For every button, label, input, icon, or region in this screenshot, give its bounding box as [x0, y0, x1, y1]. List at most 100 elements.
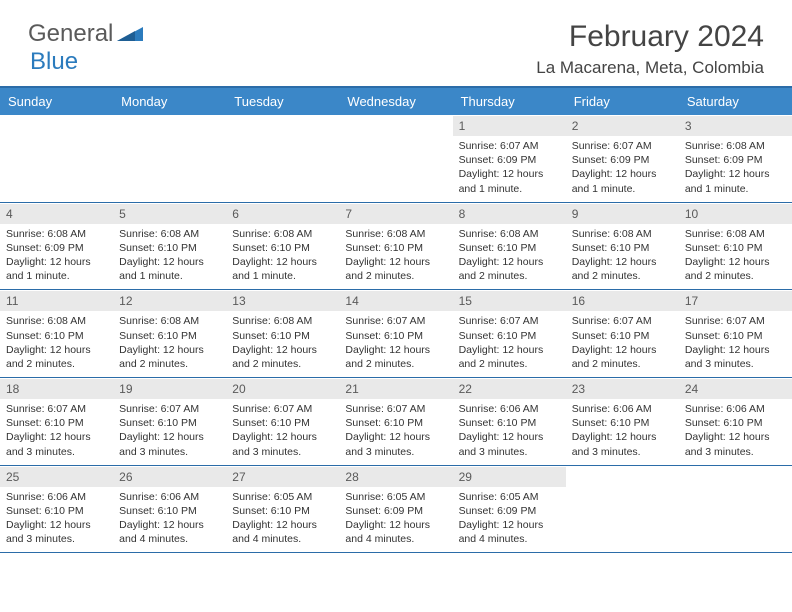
day-cell: 8Sunrise: 6:08 AMSunset: 6:10 PMDaylight…	[453, 202, 566, 290]
sunrise-text: Sunrise: 6:07 AM	[232, 402, 333, 416]
sunrise-text: Sunrise: 6:08 AM	[119, 227, 220, 241]
day-number: 12	[113, 290, 226, 311]
day-number	[566, 466, 679, 473]
day-cell: 25Sunrise: 6:06 AMSunset: 6:10 PMDayligh…	[0, 465, 113, 553]
day-cell: 23Sunrise: 6:06 AMSunset: 6:10 PMDayligh…	[566, 378, 679, 466]
location-text: La Macarena, Meta, Colombia	[536, 58, 764, 78]
day-number: 10	[679, 203, 792, 224]
sunset-text: Sunset: 6:10 PM	[685, 416, 786, 430]
day-number: 19	[113, 378, 226, 399]
sunrise-text: Sunrise: 6:07 AM	[6, 402, 107, 416]
day-number: 27	[226, 466, 339, 487]
day-cell	[226, 115, 339, 202]
sunrise-text: Sunrise: 6:08 AM	[6, 227, 107, 241]
day-cell: 7Sunrise: 6:08 AMSunset: 6:10 PMDaylight…	[339, 202, 452, 290]
day-cell: 12Sunrise: 6:08 AMSunset: 6:10 PMDayligh…	[113, 290, 226, 378]
daylight-text: Daylight: 12 hours and 3 minutes.	[685, 343, 786, 371]
sunset-text: Sunset: 6:10 PM	[345, 416, 446, 430]
day-header: Friday	[566, 87, 679, 115]
day-header: Saturday	[679, 87, 792, 115]
day-body	[113, 122, 226, 180]
daylight-text: Daylight: 12 hours and 2 minutes.	[345, 255, 446, 283]
day-number: 18	[0, 378, 113, 399]
day-cell: 3Sunrise: 6:08 AMSunset: 6:09 PMDaylight…	[679, 115, 792, 202]
day-number: 26	[113, 466, 226, 487]
sunrise-text: Sunrise: 6:07 AM	[345, 314, 446, 328]
day-cell: 27Sunrise: 6:05 AMSunset: 6:10 PMDayligh…	[226, 465, 339, 553]
day-body: Sunrise: 6:08 AMSunset: 6:09 PMDaylight:…	[0, 224, 113, 290]
sunset-text: Sunset: 6:09 PM	[345, 504, 446, 518]
daylight-text: Daylight: 12 hours and 3 minutes.	[232, 430, 333, 458]
daylight-text: Daylight: 12 hours and 1 minute.	[119, 255, 220, 283]
day-header: Wednesday	[339, 87, 452, 115]
sunset-text: Sunset: 6:10 PM	[232, 329, 333, 343]
calendar-table: Sunday Monday Tuesday Wednesday Thursday…	[0, 86, 792, 553]
day-body: Sunrise: 6:06 AMSunset: 6:10 PMDaylight:…	[0, 487, 113, 553]
sunset-text: Sunset: 6:09 PM	[685, 153, 786, 167]
day-body: Sunrise: 6:05 AMSunset: 6:10 PMDaylight:…	[226, 487, 339, 553]
day-cell: 5Sunrise: 6:08 AMSunset: 6:10 PMDaylight…	[113, 202, 226, 290]
daylight-text: Daylight: 12 hours and 3 minutes.	[572, 430, 673, 458]
day-cell: 4Sunrise: 6:08 AMSunset: 6:09 PMDaylight…	[0, 202, 113, 290]
day-number: 6	[226, 203, 339, 224]
sunrise-text: Sunrise: 6:08 AM	[232, 227, 333, 241]
day-body: Sunrise: 6:08 AMSunset: 6:10 PMDaylight:…	[113, 311, 226, 377]
sunset-text: Sunset: 6:10 PM	[119, 241, 220, 255]
sunset-text: Sunset: 6:10 PM	[459, 329, 560, 343]
sunset-text: Sunset: 6:10 PM	[119, 416, 220, 430]
day-number: 13	[226, 290, 339, 311]
header: General February 2024 La Macarena, Meta,…	[0, 0, 792, 86]
sunset-text: Sunset: 6:10 PM	[232, 504, 333, 518]
sunrise-text: Sunrise: 6:08 AM	[6, 314, 107, 328]
sunrise-text: Sunrise: 6:06 AM	[459, 402, 560, 416]
daylight-text: Daylight: 12 hours and 3 minutes.	[6, 430, 107, 458]
sunset-text: Sunset: 6:10 PM	[459, 241, 560, 255]
day-number	[113, 115, 226, 122]
day-number	[226, 115, 339, 122]
sunrise-text: Sunrise: 6:06 AM	[6, 490, 107, 504]
day-body: Sunrise: 6:07 AMSunset: 6:10 PMDaylight:…	[679, 311, 792, 377]
day-cell: 2Sunrise: 6:07 AMSunset: 6:09 PMDaylight…	[566, 115, 679, 202]
sunrise-text: Sunrise: 6:08 AM	[345, 227, 446, 241]
day-number: 7	[339, 203, 452, 224]
sunset-text: Sunset: 6:10 PM	[6, 329, 107, 343]
daylight-text: Daylight: 12 hours and 3 minutes.	[345, 430, 446, 458]
day-body: Sunrise: 6:05 AMSunset: 6:09 PMDaylight:…	[339, 487, 452, 553]
day-header: Sunday	[0, 87, 113, 115]
day-cell: 14Sunrise: 6:07 AMSunset: 6:10 PMDayligh…	[339, 290, 452, 378]
sunset-text: Sunset: 6:10 PM	[6, 504, 107, 518]
day-body	[226, 122, 339, 180]
sunset-text: Sunset: 6:10 PM	[459, 416, 560, 430]
day-body: Sunrise: 6:07 AMSunset: 6:10 PMDaylight:…	[339, 311, 452, 377]
day-body: Sunrise: 6:07 AMSunset: 6:10 PMDaylight:…	[0, 399, 113, 465]
day-cell: 26Sunrise: 6:06 AMSunset: 6:10 PMDayligh…	[113, 465, 226, 553]
day-body	[679, 473, 792, 531]
sunrise-text: Sunrise: 6:07 AM	[572, 314, 673, 328]
day-number: 20	[226, 378, 339, 399]
week-row: 25Sunrise: 6:06 AMSunset: 6:10 PMDayligh…	[0, 465, 792, 553]
sunset-text: Sunset: 6:10 PM	[685, 329, 786, 343]
day-number	[679, 466, 792, 473]
brand-logo: General	[28, 20, 145, 48]
sunset-text: Sunset: 6:10 PM	[119, 329, 220, 343]
day-body: Sunrise: 6:05 AMSunset: 6:09 PMDaylight:…	[453, 487, 566, 553]
daylight-text: Daylight: 12 hours and 2 minutes.	[232, 343, 333, 371]
calendar-body: 1Sunrise: 6:07 AMSunset: 6:09 PMDaylight…	[0, 115, 792, 553]
day-body: Sunrise: 6:08 AMSunset: 6:09 PMDaylight:…	[679, 136, 792, 202]
day-header-row: Sunday Monday Tuesday Wednesday Thursday…	[0, 87, 792, 115]
day-cell: 6Sunrise: 6:08 AMSunset: 6:10 PMDaylight…	[226, 202, 339, 290]
daylight-text: Daylight: 12 hours and 3 minutes.	[6, 518, 107, 546]
title-block: February 2024 La Macarena, Meta, Colombi…	[536, 20, 764, 78]
daylight-text: Daylight: 12 hours and 4 minutes.	[345, 518, 446, 546]
day-body: Sunrise: 6:08 AMSunset: 6:10 PMDaylight:…	[566, 224, 679, 290]
day-number: 29	[453, 466, 566, 487]
week-row: 18Sunrise: 6:07 AMSunset: 6:10 PMDayligh…	[0, 378, 792, 466]
sunrise-text: Sunrise: 6:07 AM	[459, 314, 560, 328]
daylight-text: Daylight: 12 hours and 4 minutes.	[119, 518, 220, 546]
day-body: Sunrise: 6:06 AMSunset: 6:10 PMDaylight:…	[566, 399, 679, 465]
daylight-text: Daylight: 12 hours and 2 minutes.	[6, 343, 107, 371]
day-body: Sunrise: 6:07 AMSunset: 6:10 PMDaylight:…	[339, 399, 452, 465]
day-number: 16	[566, 290, 679, 311]
sunset-text: Sunset: 6:10 PM	[345, 329, 446, 343]
day-cell	[679, 465, 792, 553]
